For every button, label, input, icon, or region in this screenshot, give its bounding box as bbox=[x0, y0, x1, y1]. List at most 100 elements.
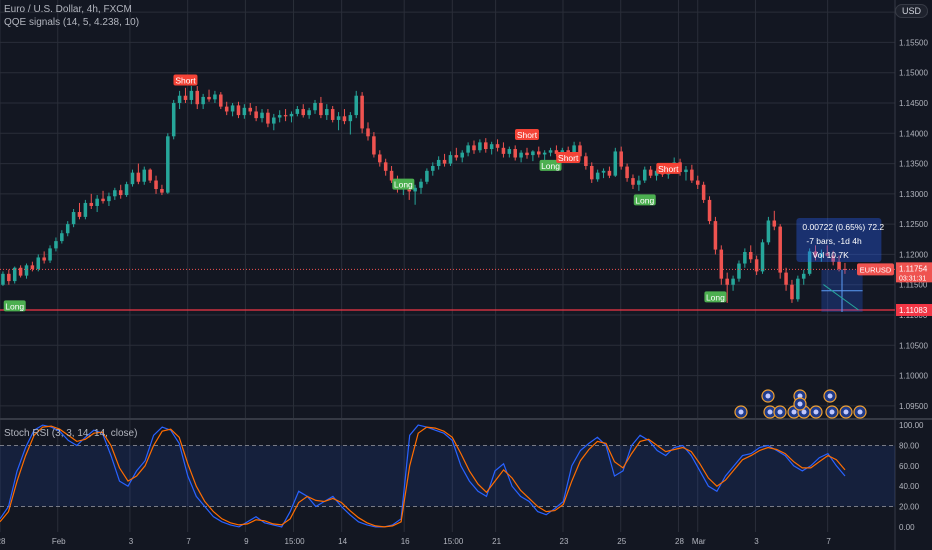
candle-body bbox=[60, 233, 64, 242]
candle-body bbox=[743, 252, 747, 264]
measure-info-line: -7 bars, -1d 4h bbox=[806, 236, 862, 246]
time-tick: 14 bbox=[338, 537, 347, 546]
long-signal bbox=[539, 159, 562, 171]
candle-body bbox=[625, 166, 629, 179]
candle-body bbox=[790, 284, 794, 300]
candle-body bbox=[89, 202, 94, 206]
indicator-legend[interactable]: QQE signals (14, 5, 4.238, 10) bbox=[4, 17, 140, 28]
candle-body bbox=[578, 145, 582, 157]
candle-body bbox=[654, 170, 659, 176]
candle-body bbox=[648, 169, 653, 176]
stoch-tick: 20.00 bbox=[899, 503, 920, 512]
candle-body bbox=[113, 190, 117, 197]
event-icon-dot bbox=[738, 409, 744, 415]
time-tick: 7 bbox=[186, 537, 191, 546]
time-tick: Mar bbox=[692, 537, 706, 546]
price-tick: 1.09500 bbox=[899, 402, 928, 411]
axes-layer: 1.160001.155001.150001.145001.140001.135… bbox=[0, 8, 932, 546]
candle-body bbox=[519, 152, 523, 158]
candle-body bbox=[354, 95, 358, 116]
candle-body bbox=[637, 180, 641, 185]
symbol-title[interactable]: Euro / U.S. Dollar, 4h, FXCM bbox=[4, 4, 132, 15]
candle-body bbox=[148, 169, 152, 181]
candle-body bbox=[837, 261, 841, 269]
candle-body bbox=[589, 165, 594, 180]
candle-body bbox=[537, 151, 541, 155]
candle-body bbox=[319, 102, 323, 116]
event-icon-dot bbox=[797, 393, 803, 399]
signal-label: Short bbox=[517, 130, 538, 140]
candle-body bbox=[807, 251, 812, 274]
candle-body bbox=[325, 109, 329, 116]
candle-body bbox=[478, 142, 482, 151]
time-tick: 7 bbox=[826, 537, 831, 546]
candle-body bbox=[454, 155, 459, 158]
candle-body bbox=[18, 267, 23, 276]
candle-body bbox=[142, 169, 147, 182]
measure-tool[interactable]: 0.00722 (0.65%) 72.2 -7 bars, -1d 4h Vol 1… bbox=[796, 218, 884, 312]
candle-body bbox=[213, 94, 217, 100]
candle-body bbox=[348, 115, 353, 122]
currency-button[interactable]: USD bbox=[894, 4, 928, 18]
short-signal bbox=[656, 162, 681, 174]
measure-info-box bbox=[796, 218, 882, 262]
short-signal bbox=[514, 128, 539, 140]
candle-body bbox=[748, 252, 753, 260]
signal-label: Short bbox=[175, 75, 196, 85]
candle-body bbox=[778, 226, 782, 273]
event-icon-dot bbox=[829, 409, 835, 415]
candle-body bbox=[12, 267, 17, 282]
candle-body bbox=[54, 241, 58, 249]
time-tick: 21 bbox=[492, 537, 501, 546]
price-lines-layer bbox=[0, 268, 895, 311]
time-tick: 9 bbox=[244, 537, 249, 546]
signal-label: Long bbox=[394, 180, 413, 190]
long-signal bbox=[633, 194, 656, 206]
candle-body bbox=[207, 96, 211, 100]
candle-body bbox=[1, 273, 5, 285]
candle-body bbox=[219, 94, 223, 107]
candle-body bbox=[277, 115, 282, 118]
candle-body bbox=[601, 170, 606, 173]
candle-body bbox=[7, 273, 11, 282]
candle-body bbox=[448, 155, 453, 164]
candle-body bbox=[501, 147, 506, 154]
time-tick: 28 bbox=[0, 537, 6, 546]
candle-body bbox=[272, 117, 276, 124]
candle-body bbox=[71, 212, 76, 225]
time-tick: 3 bbox=[754, 537, 759, 546]
signal-label: Long bbox=[541, 161, 560, 171]
candle-body bbox=[566, 150, 570, 153]
candle-body bbox=[701, 184, 706, 200]
candle-body bbox=[266, 112, 270, 124]
candle-body bbox=[313, 102, 317, 111]
candle-body bbox=[307, 110, 311, 116]
stoch-rsi-legend[interactable]: Stoch RSI (3, 3, 14, 14, close) bbox=[4, 428, 138, 439]
event-icon-dot bbox=[801, 409, 807, 415]
candle-body bbox=[495, 144, 500, 148]
event-markers[interactable] bbox=[734, 389, 867, 419]
candle-body bbox=[737, 263, 741, 279]
candle-body bbox=[136, 172, 141, 182]
symbol-badge-label: EURUSD bbox=[860, 265, 892, 274]
event-icon-dot bbox=[765, 393, 771, 399]
current-price-badge bbox=[896, 262, 932, 283]
candle-body bbox=[431, 165, 435, 171]
stoch-d-line bbox=[0, 425, 846, 528]
measure-info-line: 0.00722 (0.65%) 72.2 bbox=[802, 222, 884, 232]
stoch-tick: 60.00 bbox=[899, 462, 920, 471]
long-signal bbox=[392, 178, 415, 190]
candle-body bbox=[330, 109, 335, 120]
candle-body bbox=[413, 187, 417, 192]
candle-body bbox=[801, 273, 806, 279]
candle-body bbox=[725, 278, 729, 285]
candles-layer bbox=[1, 86, 847, 303]
candle-body bbox=[819, 253, 824, 257]
candle-body bbox=[83, 202, 88, 217]
time-tick: 15:00 bbox=[285, 537, 306, 546]
candle-body bbox=[166, 136, 170, 193]
candle-body bbox=[95, 198, 99, 206]
candle-body bbox=[65, 224, 70, 234]
